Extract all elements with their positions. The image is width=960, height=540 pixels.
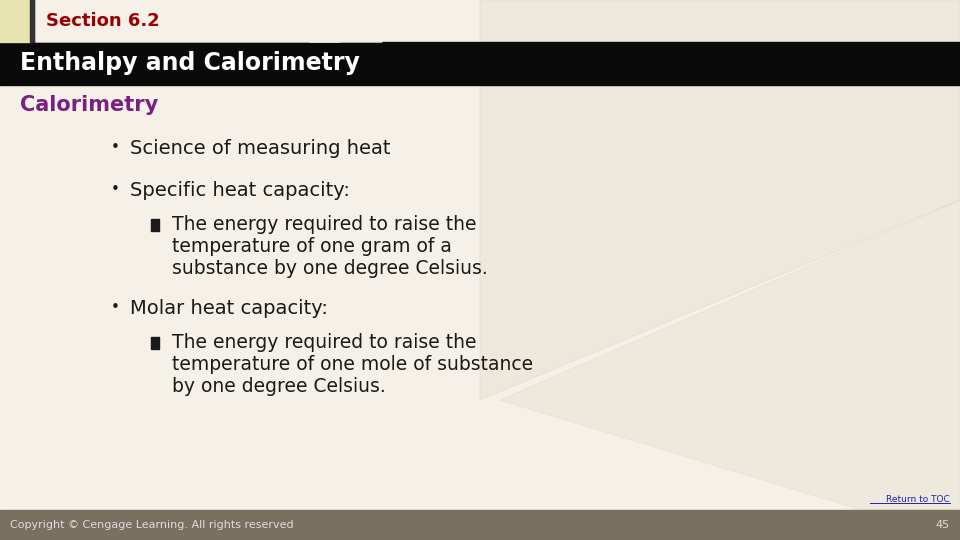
Polygon shape	[0, 42, 960, 85]
Text: Enthalpy and Calorimetry: Enthalpy and Calorimetry	[20, 51, 360, 75]
Text: •: •	[110, 140, 119, 156]
Polygon shape	[310, 0, 382, 42]
Text: Copyright © Cengage Learning. All rights reserved: Copyright © Cengage Learning. All rights…	[10, 520, 294, 530]
Polygon shape	[0, 510, 960, 540]
Text: •: •	[110, 300, 119, 315]
Text: substance by one degree Celsius.: substance by one degree Celsius.	[172, 260, 488, 279]
Text: Science of measuring heat: Science of measuring heat	[130, 138, 391, 158]
Text: temperature of one gram of a: temperature of one gram of a	[172, 238, 452, 256]
Text: by one degree Celsius.: by one degree Celsius.	[172, 377, 386, 396]
Polygon shape	[0, 0, 30, 42]
Text: Return to TOC: Return to TOC	[886, 496, 950, 504]
Text: 45: 45	[936, 520, 950, 530]
Polygon shape	[30, 0, 36, 42]
Polygon shape	[500, 200, 960, 540]
Text: Section 6.2: Section 6.2	[46, 12, 159, 30]
Text: Molar heat capacity:: Molar heat capacity:	[130, 299, 328, 318]
Text: Specific heat capacity:: Specific heat capacity:	[130, 180, 349, 199]
Polygon shape	[36, 0, 340, 42]
Polygon shape	[151, 219, 159, 231]
Text: The energy required to raise the: The energy required to raise the	[172, 215, 476, 234]
Text: The energy required to raise the: The energy required to raise the	[172, 334, 476, 353]
Text: •: •	[110, 183, 119, 198]
Text: temperature of one mole of substance: temperature of one mole of substance	[172, 355, 533, 375]
Polygon shape	[480, 0, 960, 400]
Text: Calorimetry: Calorimetry	[20, 95, 158, 115]
Polygon shape	[151, 337, 159, 349]
